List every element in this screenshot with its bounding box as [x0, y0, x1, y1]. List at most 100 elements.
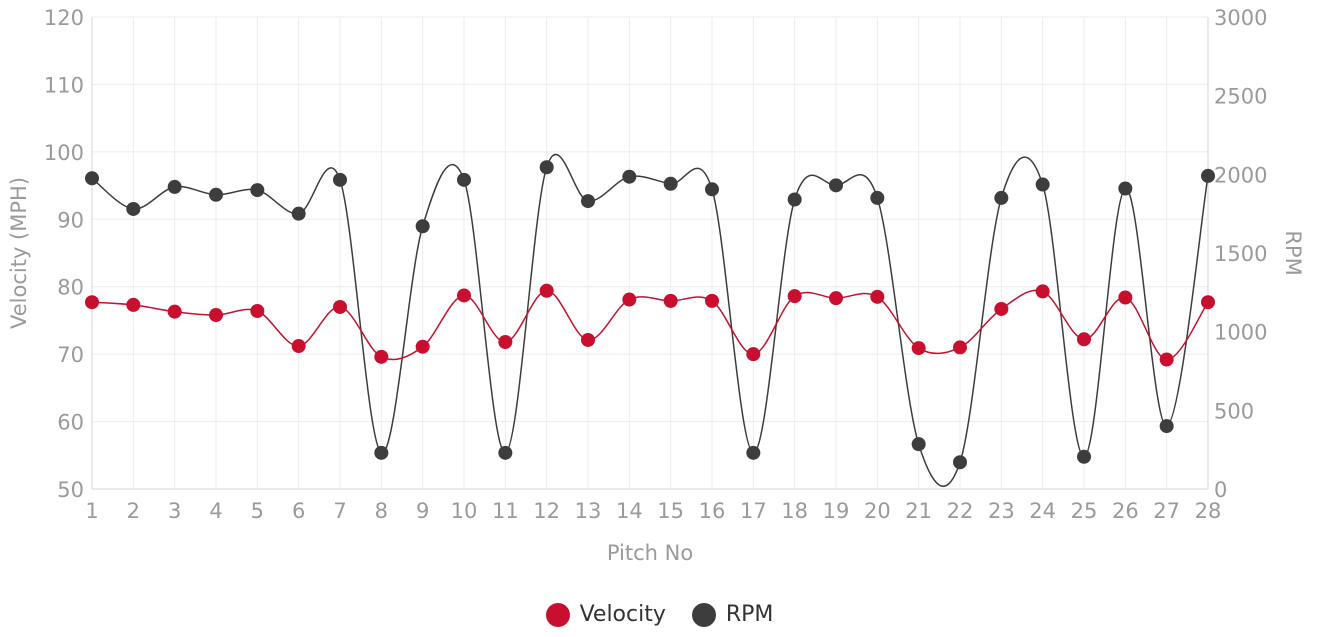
velocity-point-26[interactable] — [1118, 290, 1133, 305]
y-tick-label-left: 90 — [57, 208, 84, 232]
x-tick-label: 4 — [209, 499, 222, 523]
rpm-point-8[interactable] — [374, 445, 389, 460]
velocity-point-13[interactable] — [581, 332, 595, 347]
velocity-point-5[interactable] — [250, 303, 265, 318]
y-tick-label-left: 100 — [44, 141, 84, 165]
axes — [91, 17, 1209, 490]
velocity-point-17[interactable] — [746, 347, 761, 362]
rpm-point-3[interactable] — [167, 179, 182, 194]
x-tick-label: 25 — [1071, 499, 1098, 523]
rpm-point-19[interactable] — [829, 178, 843, 193]
legend-item-rpm[interactable]: RPM — [691, 602, 774, 627]
x-tick-label: 27 — [1153, 499, 1180, 523]
rpm-point-27[interactable] — [1159, 419, 1174, 434]
x-tick-label: 7 — [333, 499, 346, 523]
x-tick-label: 17 — [740, 499, 767, 523]
velocity-legend-marker — [545, 602, 570, 627]
rpm-point-6[interactable] — [291, 206, 306, 221]
x-tick-label: 8 — [375, 499, 388, 523]
velocity-point-27[interactable] — [1159, 352, 1174, 367]
x-tick-label: 22 — [947, 499, 974, 523]
rpm-point-20[interactable] — [870, 190, 885, 205]
velocity-point-24[interactable] — [1035, 284, 1050, 299]
y-tick-label-right: 3000 — [1214, 6, 1267, 30]
velocity-point-22[interactable] — [953, 340, 967, 355]
rpm-point-24[interactable] — [1035, 177, 1050, 192]
rpm-point-23[interactable] — [994, 190, 1009, 205]
rpm-point-26[interactable] — [1118, 181, 1133, 196]
x-tick-label: 13 — [575, 499, 602, 523]
velocity-point-14[interactable] — [622, 292, 637, 307]
y-tick-label-left: 110 — [44, 73, 84, 97]
rpm-point-9[interactable] — [415, 219, 430, 234]
legend: Velocity RPM — [0, 602, 1319, 627]
x-tick-label: 23 — [988, 499, 1015, 523]
grid — [91, 16, 1209, 490]
velocity-point-3[interactable] — [167, 304, 182, 319]
x-tick-label: 6 — [292, 499, 305, 523]
velocity-point-18[interactable] — [787, 289, 802, 304]
y-tick-label-right: 500 — [1214, 399, 1254, 423]
rpm-point-22[interactable] — [953, 455, 967, 470]
velocity-point-6[interactable] — [291, 339, 306, 354]
velocity-point-21[interactable] — [911, 341, 926, 356]
rpm-point-25[interactable] — [1077, 449, 1091, 464]
rpm-point-1[interactable] — [85, 171, 99, 186]
x-tick-label: 28 — [1195, 499, 1222, 523]
x-tick-label: 9 — [416, 499, 429, 523]
rpm-point-4[interactable] — [209, 187, 223, 202]
rpm-point-28[interactable] — [1201, 168, 1215, 183]
velocity-point-15[interactable] — [663, 293, 678, 308]
velocity-point-12[interactable] — [539, 283, 554, 298]
velocity-point-8[interactable] — [374, 349, 389, 364]
y-axis-title-right: RPM — [1281, 230, 1305, 275]
x-tick-label: 5 — [251, 499, 264, 523]
velocity-point-1[interactable] — [85, 295, 99, 310]
rpm-point-21[interactable] — [911, 437, 926, 452]
x-tick-label: 24 — [1029, 499, 1056, 523]
velocity-series-line — [91, 289, 1209, 361]
velocity-point-19[interactable] — [829, 291, 843, 306]
velocity-point-4[interactable] — [209, 308, 223, 323]
velocity-point-28[interactable] — [1201, 295, 1215, 310]
legend-item-velocity[interactable]: Velocity — [545, 602, 666, 627]
velocity-point-20[interactable] — [870, 289, 885, 304]
velocity-point-7[interactable] — [333, 299, 347, 314]
rpm-point-7[interactable] — [333, 172, 347, 187]
x-tick-label: 10 — [451, 499, 478, 523]
velocity-point-11[interactable] — [498, 335, 513, 350]
legend-label-rpm: RPM — [725, 602, 774, 627]
tick-labels: 5060708090100110120050010001500200025003… — [44, 6, 1268, 523]
rpm-point-18[interactable] — [787, 192, 802, 207]
y-tick-label-right: 2000 — [1214, 163, 1267, 187]
rpm-point-10[interactable] — [457, 172, 471, 187]
rpm-point-2[interactable] — [126, 201, 141, 216]
x-tick-label: 1 — [85, 499, 98, 523]
rpm-point-5[interactable] — [250, 183, 265, 198]
rpm-point-16[interactable] — [705, 182, 719, 197]
velocity-point-10[interactable] — [457, 288, 471, 303]
series-lines — [91, 153, 1209, 487]
x-tick-label: 20 — [864, 499, 891, 523]
rpm-point-14[interactable] — [622, 169, 637, 184]
x-tick-label: 26 — [1112, 499, 1139, 523]
velocity-point-2[interactable] — [126, 297, 141, 312]
rpm-point-13[interactable] — [581, 194, 595, 209]
velocity-point-23[interactable] — [994, 301, 1009, 316]
rpm-point-17[interactable] — [746, 445, 761, 460]
x-tick-label: 2 — [127, 499, 140, 523]
x-tick-label: 18 — [781, 499, 808, 523]
velocity-point-16[interactable] — [705, 293, 719, 308]
y-tick-label-right: 2500 — [1214, 85, 1267, 109]
y-tick-label-right: 0 — [1214, 478, 1227, 502]
x-tick-label: 19 — [823, 499, 850, 523]
rpm-point-12[interactable] — [539, 160, 554, 175]
y-axis-title-left: Velocity (MPH) — [7, 177, 31, 329]
velocity-point-9[interactable] — [415, 339, 430, 354]
velocity-point-25[interactable] — [1077, 332, 1091, 347]
rpm-point-11[interactable] — [498, 445, 513, 460]
rpm-legend-marker — [691, 602, 716, 627]
y-tick-label-right: 1000 — [1214, 321, 1267, 345]
x-tick-label: 12 — [533, 499, 560, 523]
rpm-point-15[interactable] — [663, 176, 678, 191]
